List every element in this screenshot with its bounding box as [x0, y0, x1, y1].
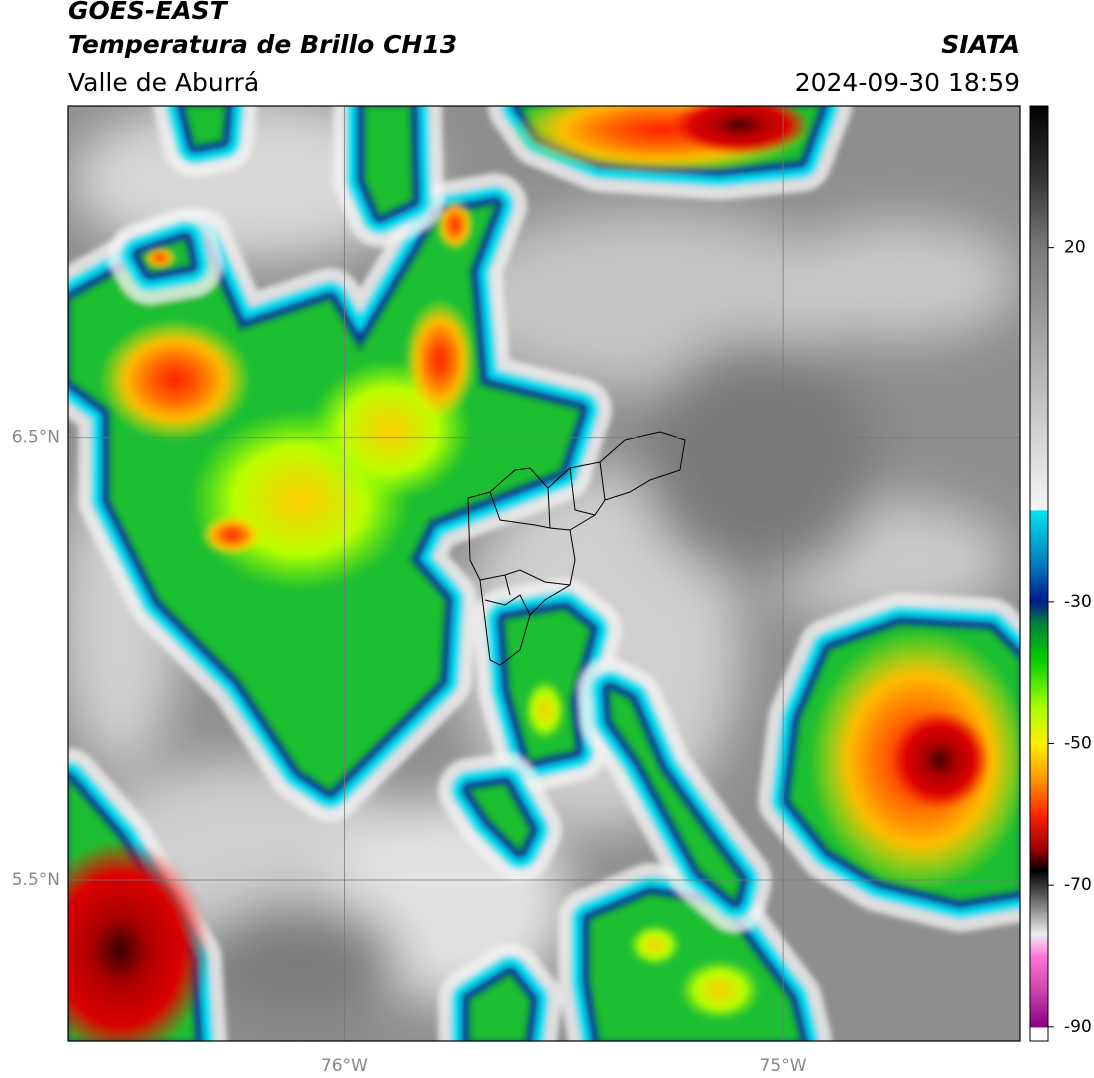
title: GOES-EAST — [68, 0, 229, 25]
cloud — [153, 106, 257, 177]
colorbar — [1029, 105, 1049, 1042]
cloud-top — [68, 840, 210, 1041]
cloud-core — [183, 106, 227, 147]
cloud-top — [145, 248, 175, 268]
cloud — [438, 753, 562, 882]
cloud-core — [608, 688, 742, 902]
cloud — [578, 658, 772, 932]
subtitle: Temperatura de Brillo CH13 — [68, 30, 457, 59]
cloud — [438, 943, 562, 1041]
colorbar-tick-label: -30 — [1064, 592, 1092, 612]
cloud-top — [670, 106, 810, 155]
map-area — [68, 106, 1020, 1041]
cloud-core — [468, 973, 532, 1041]
colorbar-tick-label: -90 — [1064, 1017, 1092, 1037]
municipal-boundaries — [467, 431, 686, 666]
cloud — [333, 106, 444, 247]
datetime: 2024-09-30 18:59 — [795, 68, 1020, 97]
cloud-top — [405, 300, 475, 420]
cloud-top — [890, 710, 990, 810]
cloud-top — [100, 320, 250, 440]
cloud — [108, 208, 222, 304]
colorbar-tick-label: -70 — [1064, 875, 1092, 895]
y-tick-label: 5.5°N — [12, 870, 60, 890]
haze — [68, 106, 1020, 1020]
colorbar-tick-label: 20 — [1064, 238, 1086, 258]
cloud-core — [363, 106, 414, 217]
cloud-core — [468, 783, 532, 852]
source: SIATA — [941, 30, 1020, 59]
region: Valle de Aburrá — [68, 68, 259, 97]
cloud-top — [202, 515, 262, 555]
y-tick-label: 6.5°N — [12, 428, 60, 448]
cloud-top — [630, 925, 680, 965]
cloud-top — [680, 960, 760, 1020]
map-frame — [67, 105, 1021, 1042]
colorbar-tick-label: -50 — [1064, 734, 1092, 754]
x-tick-label: 76°W — [321, 1056, 368, 1076]
cloud-top — [437, 200, 473, 250]
x-tick-label: 75°W — [760, 1056, 807, 1076]
cloud-top — [525, 680, 565, 740]
